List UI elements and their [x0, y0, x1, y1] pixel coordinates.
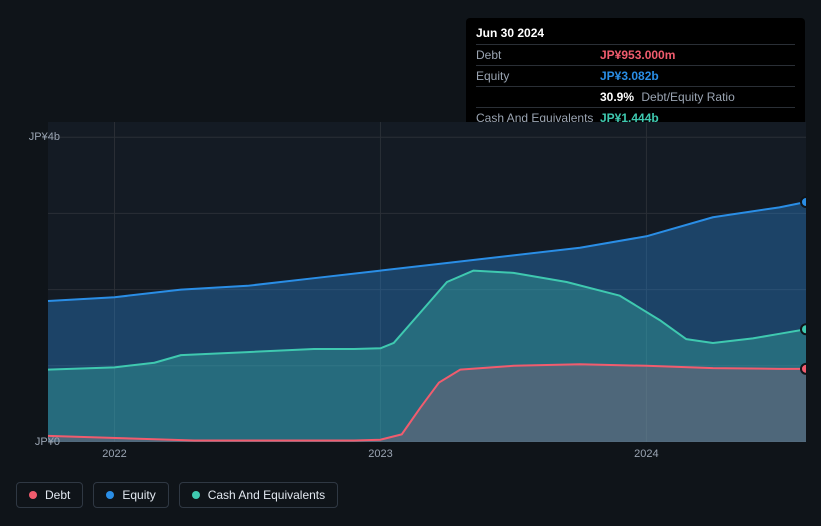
tooltip-value: 30.9% — [600, 90, 634, 104]
tooltip-row-equity: Equity JP¥3.082b — [476, 65, 795, 86]
tooltip-row-debt: Debt JP¥953.000m — [476, 44, 795, 65]
legend-label: Debt — [45, 488, 70, 502]
legend-dot-icon — [192, 491, 200, 499]
legend-item[interactable]: Equity — [93, 482, 168, 508]
tooltip-label — [476, 90, 600, 104]
tooltip-row-ratio: 30.9% Debt/Equity Ratio — [476, 86, 795, 107]
legend-dot-icon — [106, 491, 114, 499]
y-axis-label: JP¥0 — [20, 436, 60, 448]
chart-svg — [16, 122, 806, 442]
x-axis-label: 2024 — [634, 448, 658, 460]
area-chart: JP¥0JP¥4b — [16, 122, 806, 442]
chart-legend: Debt Equity Cash And Equivalents — [16, 482, 338, 508]
x-axis-label: 2023 — [368, 448, 392, 460]
chart-tooltip: Jun 30 2024 Debt JP¥953.000m Equity JP¥3… — [466, 18, 805, 134]
legend-item[interactable]: Cash And Equivalents — [179, 482, 338, 508]
legend-label: Cash And Equivalents — [208, 488, 325, 502]
tooltip-date: Jun 30 2024 — [476, 24, 795, 44]
x-axis-labels: 2022 2023 2024 — [16, 448, 806, 464]
x-axis-label: 2022 — [102, 448, 126, 460]
legend-label: Equity — [122, 488, 155, 502]
tooltip-label: Equity — [476, 69, 600, 83]
tooltip-value: JP¥953.000m — [600, 48, 675, 62]
legend-dot-icon — [29, 491, 37, 499]
tooltip-value: JP¥3.082b — [600, 69, 659, 83]
legend-item[interactable]: Debt — [16, 482, 83, 508]
tooltip-suffix: Debt/Equity Ratio — [641, 90, 734, 104]
tooltip-label: Debt — [476, 48, 600, 62]
y-axis-label: JP¥4b — [20, 131, 60, 143]
